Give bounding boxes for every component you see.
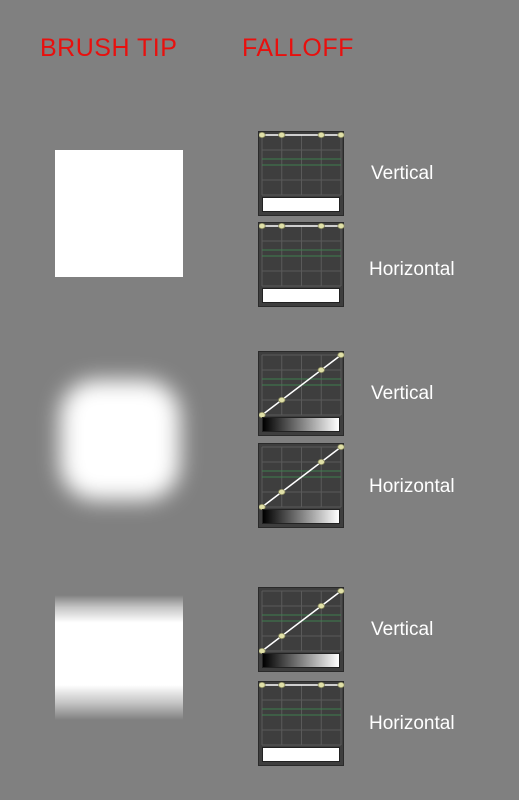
curve-graph[interactable]	[259, 682, 345, 767]
falloff-curve-line	[261, 446, 342, 508]
falloff-curve-editor[interactable]	[258, 351, 345, 437]
gradient-ramp	[262, 288, 340, 303]
curve-control-point[interactable]	[337, 223, 345, 229]
falloff-direction-label: Horizontal	[369, 476, 455, 497]
curve-control-point[interactable]	[317, 602, 325, 609]
falloff-curve-editor[interactable]	[258, 681, 345, 767]
curve-control-point[interactable]	[259, 132, 266, 138]
gradient-ramp	[262, 747, 340, 762]
falloff-header: FALLOFF	[242, 34, 354, 62]
curve-control-point[interactable]	[278, 682, 286, 688]
curve-control-point[interactable]	[317, 366, 325, 373]
curve-control-point[interactable]	[278, 633, 286, 640]
curve-control-point[interactable]	[317, 458, 325, 465]
falloff-curve-line	[261, 590, 342, 652]
falloff-curve-editor[interactable]	[258, 587, 345, 673]
falloff-direction-label: Vertical	[371, 163, 434, 184]
curve-control-point[interactable]	[337, 132, 345, 138]
falloff-curve-editor[interactable]	[258, 222, 345, 308]
curve-control-point[interactable]	[317, 682, 325, 688]
curve-control-point[interactable]	[317, 223, 325, 229]
curve-graph[interactable]	[259, 132, 345, 217]
curve-control-point[interactable]	[259, 682, 266, 688]
gradient-ramp	[262, 509, 340, 524]
curve-graph[interactable]	[259, 223, 345, 308]
curve-graph[interactable]	[259, 588, 345, 673]
curve-control-point[interactable]	[317, 132, 325, 138]
brush-tip-hard-square	[55, 150, 183, 277]
curve-control-point[interactable]	[278, 132, 286, 138]
curve-control-point[interactable]	[337, 352, 345, 358]
falloff-direction-label: Vertical	[371, 619, 434, 640]
curve-control-point[interactable]	[259, 223, 266, 229]
curve-control-point[interactable]	[337, 588, 345, 594]
brush-tip-header: BRUSH TIP	[40, 34, 178, 62]
curve-graph[interactable]	[259, 444, 345, 529]
falloff-curve-editor[interactable]	[258, 131, 345, 217]
curve-control-point[interactable]	[278, 489, 286, 496]
curve-control-point[interactable]	[278, 397, 286, 404]
curve-graph[interactable]	[259, 352, 345, 437]
curve-control-point[interactable]	[337, 444, 345, 450]
falloff-curve-line	[261, 354, 342, 416]
falloff-direction-label: Vertical	[371, 383, 434, 404]
brush-tip-vertical-fade	[55, 595, 183, 720]
curve-control-point[interactable]	[278, 223, 286, 229]
falloff-curve-editor[interactable]	[258, 443, 345, 529]
brush-tip-soft-rounded-square	[60, 380, 180, 500]
falloff-direction-label: Horizontal	[369, 713, 455, 734]
gradient-ramp	[262, 417, 340, 432]
falloff-direction-label: Horizontal	[369, 259, 455, 280]
gradient-ramp	[262, 653, 340, 668]
gradient-ramp	[262, 197, 340, 212]
curve-control-point[interactable]	[337, 682, 345, 688]
